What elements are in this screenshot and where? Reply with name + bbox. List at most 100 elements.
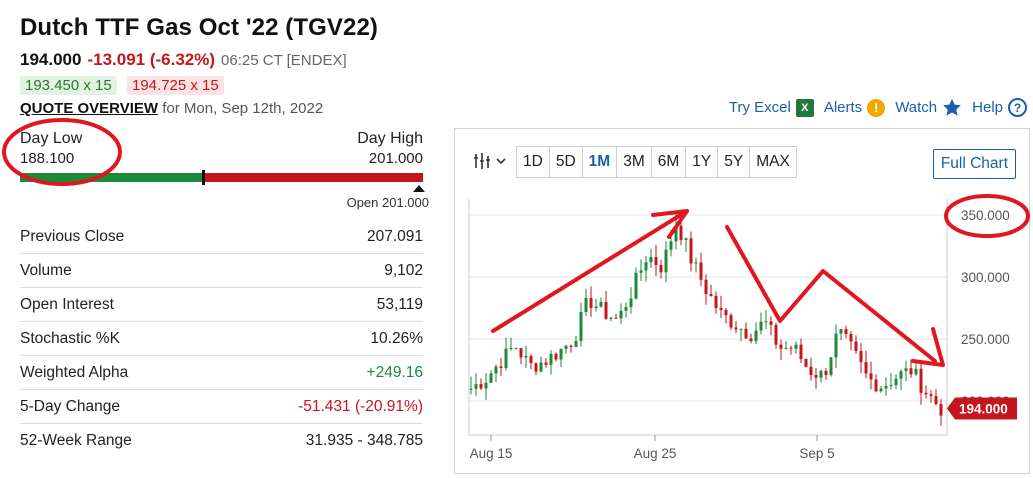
candle-body [879, 388, 883, 392]
candle-body [704, 279, 708, 294]
candle-body [849, 333, 853, 342]
stat-row: Weighted Alpha +249.16 [20, 356, 423, 390]
period-1y[interactable]: 1Y [686, 147, 719, 177]
stat-value: 9,102 [384, 261, 423, 279]
candle-body [754, 330, 758, 342]
candle-body [574, 340, 578, 347]
period-selector: 1D 5D 1M 3M 6M 1Y 5Y MAX [516, 146, 797, 178]
candle-body [889, 385, 893, 387]
candle-body [854, 341, 858, 351]
candle-body [839, 329, 843, 334]
candle-body [484, 382, 488, 389]
candle-body [549, 353, 553, 365]
candle-body [729, 315, 733, 328]
range-bar-above [204, 173, 423, 182]
help-link[interactable]: Help ? [972, 98, 1027, 117]
day-low-annotation [2, 118, 122, 186]
drawing-tools-button[interactable] [472, 146, 512, 176]
try-excel-link[interactable]: Try Excel X [729, 98, 814, 117]
candle-body [794, 344, 798, 349]
candle-body [874, 379, 878, 392]
candle-body [634, 272, 638, 299]
candle-body [659, 265, 663, 273]
candle-body [559, 348, 563, 360]
watch-link[interactable]: Watch [895, 98, 962, 117]
candle-body [564, 345, 568, 349]
candle-body [519, 348, 523, 358]
instrument-title: Dutch TTF Gas Oct '22 (TGV22) [20, 14, 379, 41]
quote-time: 06:25 CT [ENDEX] [221, 52, 347, 69]
quote-overview-link[interactable]: QUOTE OVERVIEW [20, 100, 159, 117]
period-max[interactable]: MAX [756, 153, 790, 170]
help-label: Help [972, 99, 1003, 116]
candle-body [804, 358, 808, 367]
candle-body [744, 328, 748, 339]
candle-body [469, 388, 473, 390]
x-tick-label: Aug 15 [470, 446, 513, 461]
full-chart-button[interactable]: Full Chart [932, 149, 1016, 179]
candle-body [769, 321, 773, 325]
candle-body [924, 392, 928, 395]
stat-label: Open Interest [20, 295, 114, 313]
candle-body [739, 328, 743, 330]
alerts-link[interactable]: Alerts ! [824, 98, 886, 117]
last-price-label: 194.000 [959, 401, 1008, 416]
candle-body [824, 370, 828, 375]
candle-body [654, 257, 658, 266]
period-6m[interactable]: 6M [652, 147, 687, 177]
candle-body [719, 307, 723, 310]
period-5y[interactable]: 5Y [718, 147, 751, 177]
period-5d[interactable]: 5D [550, 147, 583, 177]
candle-body [909, 368, 913, 375]
annotation-circle [944, 194, 1030, 238]
stat-value: 207.091 [366, 227, 423, 245]
period-1m[interactable]: 1M [583, 147, 618, 177]
candle-body [489, 373, 493, 383]
candle-body [899, 371, 903, 379]
stat-value: +249.16 [366, 363, 423, 381]
period-1d[interactable]: 1D [517, 147, 550, 177]
candle-body [649, 257, 653, 263]
candle-body [524, 356, 528, 358]
candle-body [689, 238, 693, 264]
stat-row: Open Interest 53,119 [20, 288, 423, 322]
candle-body [894, 378, 898, 386]
period-3m[interactable]: 3M [617, 147, 652, 177]
candle-body [829, 357, 833, 375]
candle-body [599, 301, 603, 307]
candle-body [589, 297, 593, 309]
candle-body [479, 384, 483, 389]
y-tick-label: 350.000 [961, 208, 1010, 223]
quote-date: for Mon, Sep 12th, 2022 [162, 100, 324, 117]
candle-body [869, 373, 873, 380]
candle-body [819, 370, 823, 378]
candle-body [604, 301, 608, 319]
candle-body [674, 225, 678, 242]
candle-body [934, 395, 938, 404]
day-range-bar [20, 170, 423, 185]
candle-body [514, 348, 518, 350]
candle-body [864, 362, 868, 374]
candle-body [834, 333, 838, 358]
candle-body [644, 262, 648, 271]
candle-body [764, 321, 768, 323]
alert-icon: ! [867, 98, 886, 117]
candle-body [509, 348, 513, 350]
stat-label: 5-Day Change [20, 397, 120, 415]
stat-value: 31.935 - 348.785 [305, 432, 423, 449]
stat-label: Weighted Alpha [20, 363, 129, 381]
candle-body [779, 344, 783, 349]
candle-body [789, 347, 793, 349]
candle-body [584, 297, 588, 312]
range-bar-below [20, 173, 205, 182]
candle-body [724, 309, 728, 316]
star-icon [943, 98, 962, 116]
help-icon: ? [1008, 98, 1027, 117]
candle-body [709, 293, 713, 297]
annotation-arrowhead [911, 327, 945, 367]
stat-value: 53,119 [376, 295, 423, 313]
stat-row: 5-Day Change -51.431 (-20.91%) [20, 390, 423, 424]
candle-body [504, 348, 508, 368]
